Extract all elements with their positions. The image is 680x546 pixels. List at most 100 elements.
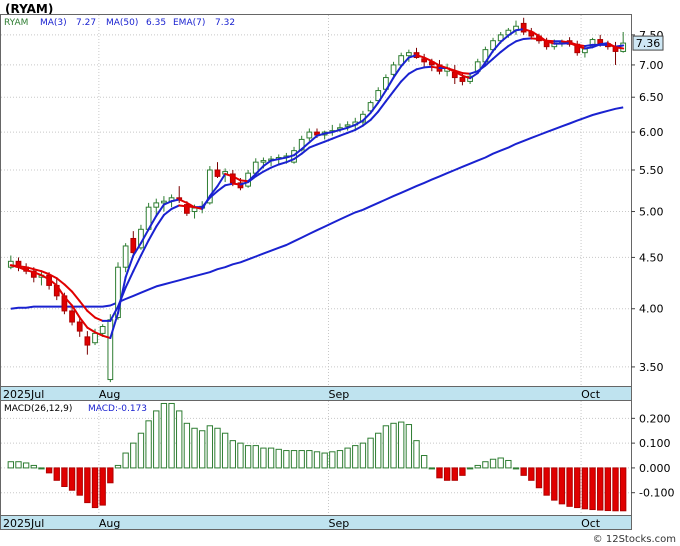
ema7-segment [139,239,150,257]
ema7-segment [354,124,364,131]
ema7-segment [430,65,441,70]
ema7-segment [86,309,97,319]
ma3-segment [132,242,142,257]
macd-bar-positive [260,447,267,469]
ema7-segment [453,69,464,75]
ma3-segment [162,200,173,206]
price-tick-label: 5.00 [639,206,664,219]
candle-up [161,200,167,204]
macd-bar-positive [420,455,428,469]
candle-down [184,204,190,214]
ma3-segment [599,42,609,46]
macd-bar-positive [229,440,236,469]
ma3-segment [331,128,341,134]
ma3-segment [361,111,372,122]
macd-bar-positive [168,402,175,469]
ema7-segment [461,72,472,75]
ema7-segment [208,190,219,199]
candle-down [84,336,91,346]
macd-bar-negative [558,467,566,505]
price-y-axis: 7.507.006.506.005.505.004.504.003.50 [631,29,664,374]
macd-bar-positive [214,427,221,469]
macd-bar-positive [114,464,122,469]
ma3-segment [614,46,625,50]
date-label: Aug [99,388,120,401]
macd-bar-positive [313,451,321,469]
ema7-segment [178,204,188,208]
macd-bar-negative [543,467,550,496]
macd-bar-negative [589,467,596,511]
macd-bar-positive [267,447,275,469]
macd-bar-positive [176,410,183,469]
ma3-segment [591,43,602,49]
macd-bar-positive [497,457,504,469]
ema7-segment [277,161,288,166]
ema7-segment [530,37,540,40]
legend-ma3-value: 7.27 [76,18,96,28]
ma3-segment [139,228,150,245]
ema7-segment [124,270,135,289]
macd-bar-positive [221,432,229,469]
ema7-segment [361,118,372,127]
ma3-segment [9,264,20,269]
ma3-segment [239,179,250,183]
macd-bar-positive [413,440,420,469]
ma3-segment [55,284,66,298]
ma3-segment [499,34,510,43]
ma3-segment [78,316,89,329]
macd-bar-negative [84,467,91,504]
watermark: © 12Stocks.com [593,534,676,545]
ma3-segment [530,30,540,38]
date-strip-price: 2025Jul Aug Sep Oct [0,386,632,401]
ema7-segment [71,290,81,303]
macd-bar-negative [53,467,60,481]
ma3-segment [338,126,349,131]
ema7-segment [423,65,433,69]
macd-bar-positive [130,442,137,469]
candle-up [375,90,382,102]
candle-up [92,332,98,344]
ma3-segment [606,42,617,49]
macd-bar-positive [160,402,168,469]
ema7-segment [231,182,242,186]
legend-ma50-label: MA(50) [106,18,138,28]
macd-bar-positive [329,451,336,469]
candle-down [69,310,75,323]
macd-bar-positive [298,450,305,469]
ma3-segment [262,159,273,168]
macd-bar-positive [375,432,382,469]
ma3-segment [25,269,35,274]
price-tick-label: 5.50 [639,164,664,177]
ma3-segment [94,331,104,337]
macd-bar-positive [145,420,152,469]
price-tick-label: 6.00 [639,126,664,139]
macd-value-label: MACD:-0.173 [88,404,147,414]
ma3-segment [32,271,43,277]
ema7-segment [469,70,479,75]
ema7-segment [17,265,28,269]
ema7-segment [109,305,119,322]
ma3-segment [109,312,119,340]
macd-bar-positive [344,447,351,469]
macd-bar-negative [612,467,619,512]
date-labels-macd: 2025Jul Aug Sep Oct [3,517,601,530]
macd-bar-positive [252,445,259,469]
candle-up [367,102,374,112]
ma3-segment [507,29,518,37]
ma3-segment [231,175,242,182]
price-tick-label: 7.00 [639,59,664,72]
macd-bar-negative [76,467,83,496]
candle-down [520,22,527,33]
macd-bar-negative [535,467,543,489]
macd-bar-positive [237,442,244,469]
ema7-segment [216,184,227,193]
price-tick-label: 3.50 [639,361,664,374]
macd-label: MACD(26,12,9) [4,404,72,414]
macd-bar-negative [107,467,114,484]
candle-up [344,124,351,127]
legend-symbol: RYAM [4,18,28,28]
legend-ema7-value: 7.32 [215,18,235,28]
macd-tick-label: 0.000 [639,462,671,475]
macd-bar-negative [68,467,76,491]
